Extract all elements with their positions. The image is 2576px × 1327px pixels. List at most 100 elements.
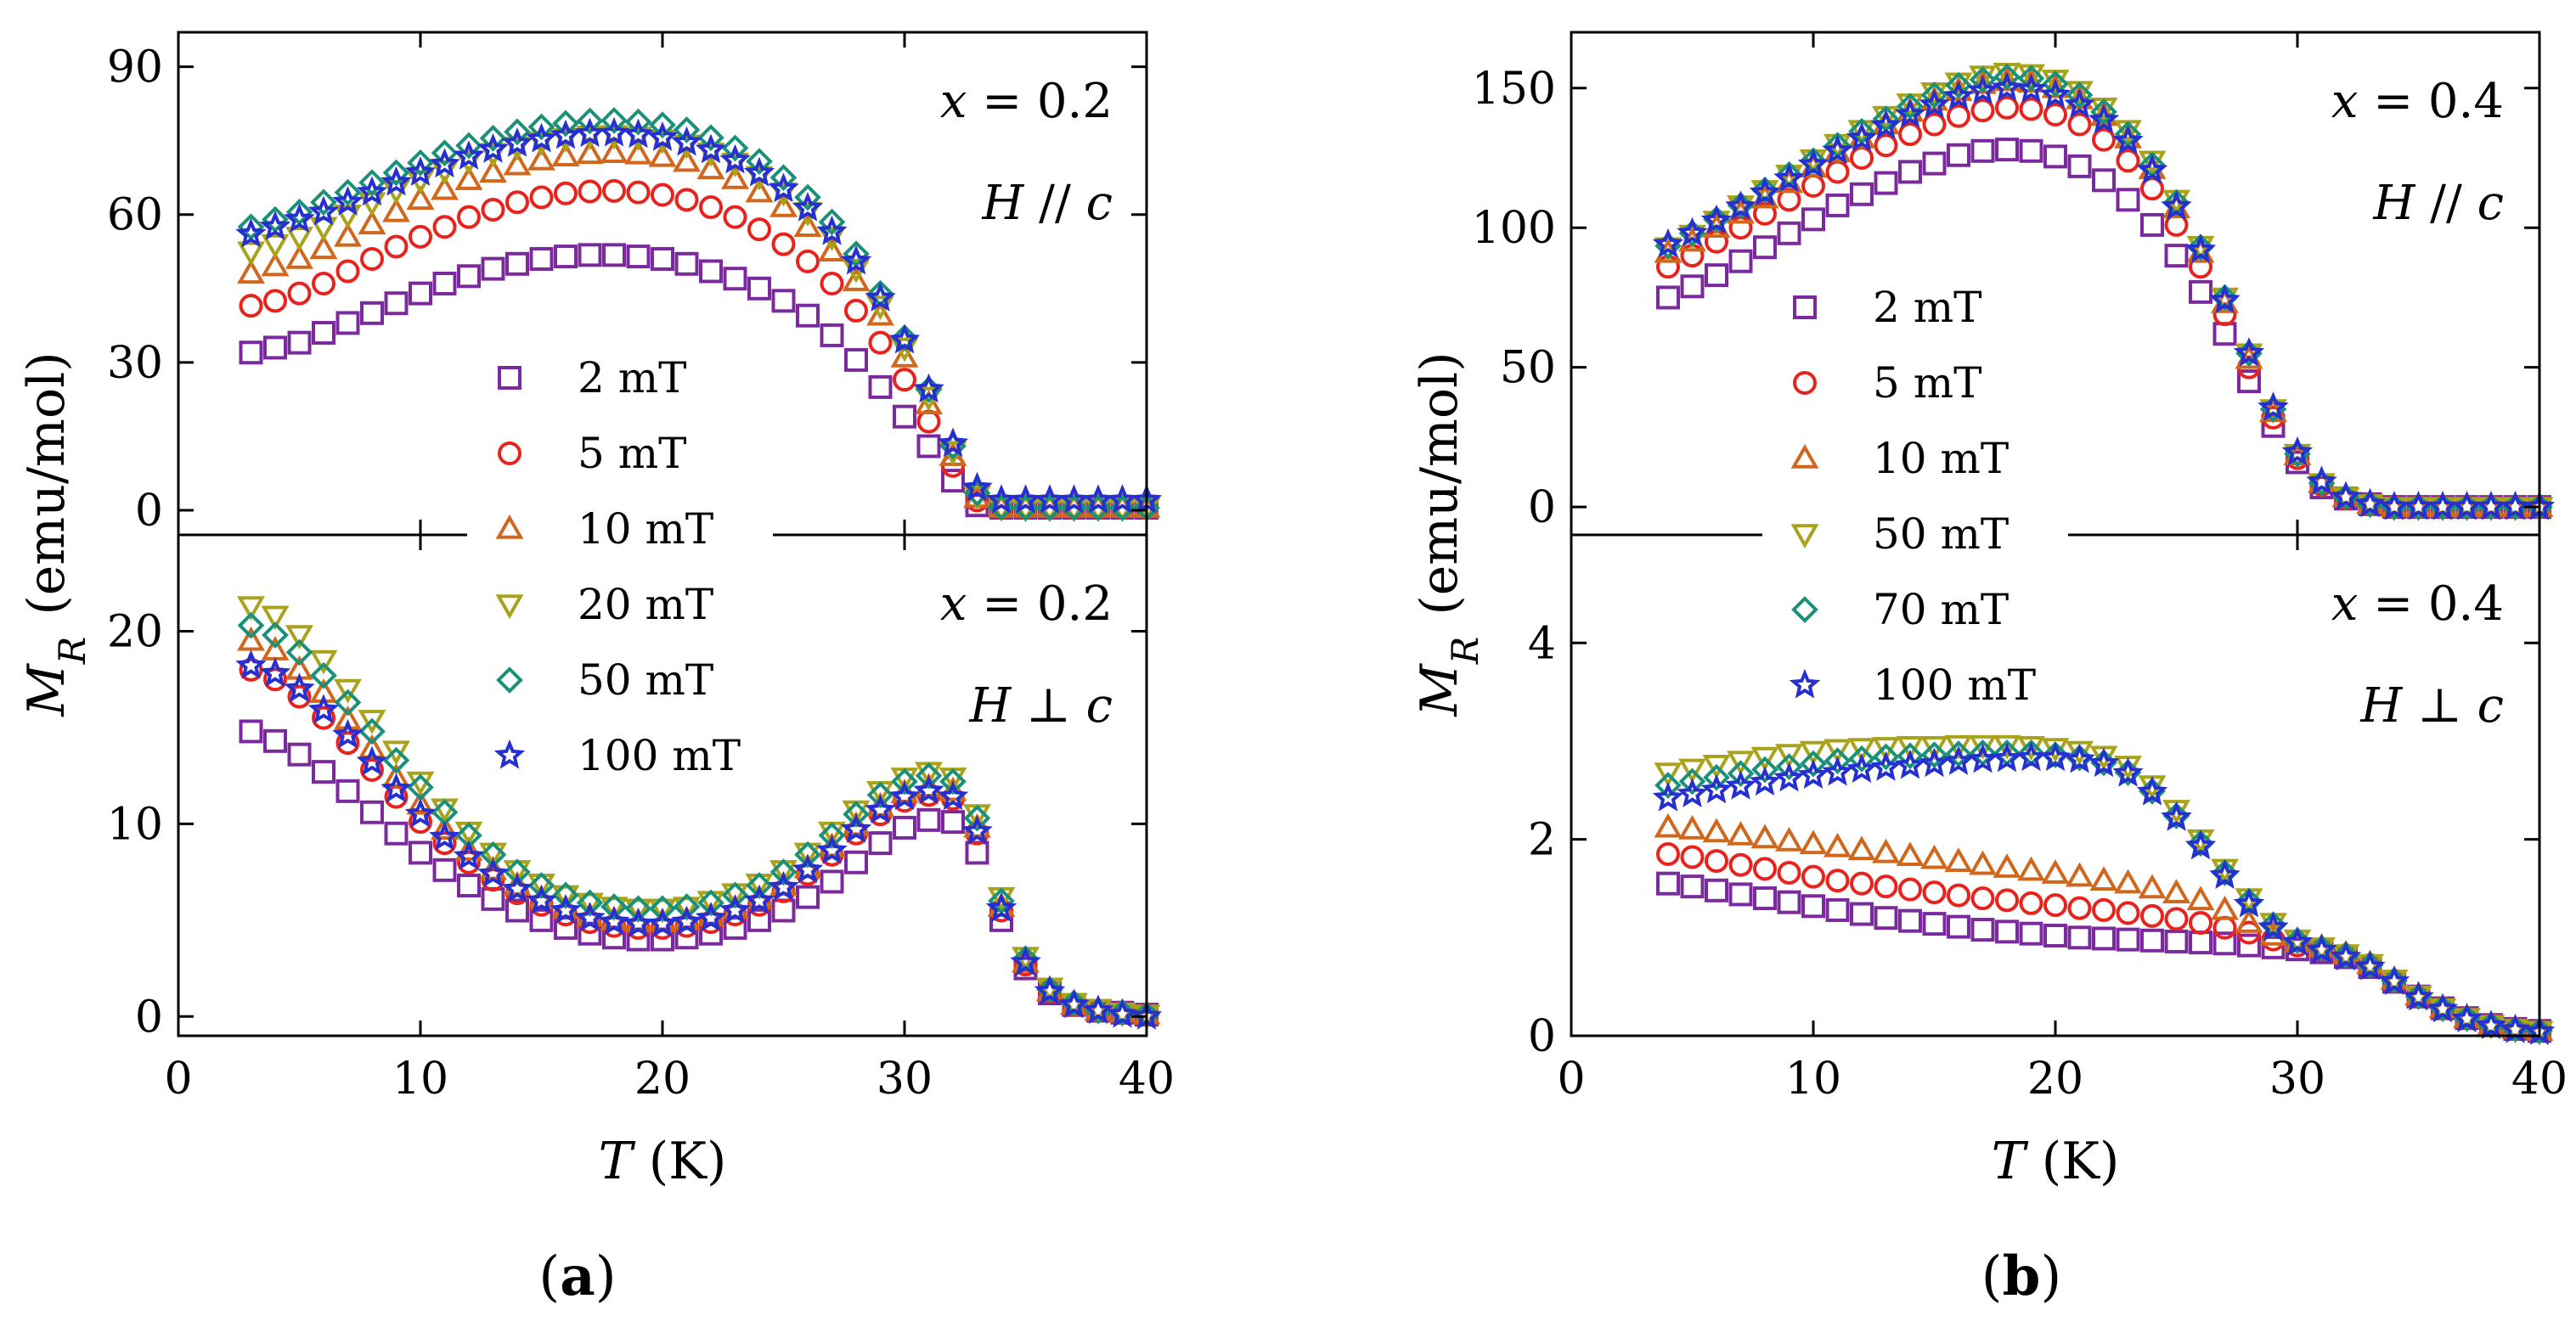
data-point-10mT — [866, 301, 894, 326]
data-point-100mT — [1749, 176, 1781, 206]
data-point-10mT — [1702, 818, 1731, 843]
data-point-100mT — [865, 794, 896, 824]
data-point-50mT — [310, 188, 337, 216]
data-point-70mT — [2187, 829, 2214, 857]
x-tick-label: 10 — [1785, 1054, 1841, 1105]
data-point-2mT — [2140, 928, 2164, 953]
data-point-50mT — [504, 858, 531, 886]
data-point-70mT — [1969, 66, 1997, 93]
data-point-100mT — [888, 780, 921, 811]
data-point-100mT — [792, 853, 824, 884]
data-point-50mT — [866, 781, 894, 809]
data-point-5mT — [893, 368, 916, 392]
data-point-5mT — [820, 272, 844, 295]
data-point-2mT — [1947, 914, 1970, 939]
data-point-2mT — [699, 259, 723, 284]
data-point-100mT — [2039, 741, 2072, 772]
data-point-50mT — [1060, 494, 1088, 521]
data-point-100mT — [768, 172, 799, 203]
data-point-2mT — [457, 874, 481, 897]
data-point-100mT — [477, 857, 509, 887]
data-point-2mT — [820, 869, 844, 894]
data-point-20mT — [648, 898, 677, 924]
data-point-100mT — [2233, 887, 2265, 918]
data-point-100mT — [526, 884, 557, 914]
data-point-50mT — [1872, 737, 1900, 762]
data-point-70mT — [1920, 741, 1948, 768]
data-point-2mT — [796, 885, 820, 909]
data-point-70mT — [1848, 745, 1875, 773]
data-point-100mT — [2258, 911, 2289, 942]
panel-label: (a) — [538, 1245, 616, 1308]
data-point-5mT — [335, 731, 360, 756]
data-point-100mT — [937, 780, 969, 811]
data-point-2mT — [263, 335, 287, 360]
legend-label-100mT: 100 mT — [578, 731, 741, 780]
data-point-2mT — [747, 276, 771, 301]
data-point-2mT — [893, 815, 916, 840]
data-point-100mT — [719, 143, 751, 174]
data-point-100mT — [2136, 775, 2168, 806]
data-point-2mT — [626, 245, 651, 269]
data-point-100mT — [1010, 946, 1041, 976]
data-point-50mT — [1085, 494, 1112, 521]
data-point-2mT — [2067, 925, 2092, 950]
data-point-5mT — [796, 249, 820, 273]
data-point-5mT — [699, 195, 723, 220]
data-point-100mT — [1919, 747, 1950, 778]
data-point-100mT — [2354, 950, 2386, 981]
data-point-100mT — [2500, 490, 2531, 520]
data-point-5mT — [384, 234, 409, 259]
data-point-100mT — [2378, 490, 2410, 520]
data-point-5mT — [1850, 146, 1874, 170]
data-point-50mT — [1896, 735, 1925, 761]
data-point-10mT — [696, 155, 725, 180]
data-point-10mT — [261, 636, 290, 661]
data-point-2mT — [2043, 144, 2067, 169]
data-point-100mT — [550, 894, 582, 924]
data-point-5mT — [335, 259, 360, 284]
x-tick-label: 0 — [164, 1054, 192, 1105]
data-point-10mT — [2235, 908, 2263, 933]
data-point-2mT — [360, 301, 384, 325]
legend-marker-50mT — [496, 666, 523, 694]
data-point-2mT — [505, 898, 529, 923]
data-point-50mT — [649, 895, 676, 923]
legend-label-50mT: 50 mT — [578, 655, 713, 705]
data-point-2mT — [1801, 894, 1825, 919]
data-point-50mT — [455, 132, 482, 160]
data-point-2mT — [481, 256, 505, 281]
data-point-50mT — [527, 113, 555, 141]
data-point-50mT — [624, 108, 652, 136]
data-point-100mT — [284, 672, 315, 703]
data-point-2mT — [1801, 207, 1825, 232]
legend-marker-20mT — [495, 594, 524, 620]
data-point-5mT — [771, 232, 796, 256]
data-point-2mT — [916, 807, 941, 832]
data-point-100mT — [2209, 859, 2241, 890]
data-point-2mT — [771, 898, 796, 923]
data-point-100mT — [1967, 74, 1998, 104]
series-2mT — [239, 719, 1158, 1027]
legend: 2 mT 5 mT 10 mT 50 mT 70 mT 100 mT — [1762, 265, 2068, 728]
data-point-100mT — [1846, 753, 1878, 783]
series-100mT — [235, 649, 1163, 1030]
data-point-2mT — [1705, 263, 1728, 288]
data-point-10mT — [382, 762, 410, 788]
data-point-20mT — [624, 898, 652, 924]
y-tick-label: 150 — [1472, 64, 1556, 115]
data-point-100mT — [380, 773, 412, 803]
data-point-10mT — [890, 343, 919, 368]
data-point-100mT — [1034, 484, 1066, 514]
data-point-100mT — [1967, 743, 1998, 773]
data-point-10mT — [382, 197, 410, 222]
data-point-2mT — [868, 374, 893, 399]
data-point-5mT — [602, 178, 626, 203]
legend-marker-5mT — [498, 441, 521, 465]
data-point-2mT — [2237, 933, 2261, 958]
data-point-2mT — [1825, 193, 1850, 217]
data-point-10mT — [1727, 820, 1755, 846]
data-point-10mT — [2066, 862, 2094, 887]
data-point-2mT — [2116, 188, 2140, 212]
data-point-2mT — [1728, 249, 1753, 273]
